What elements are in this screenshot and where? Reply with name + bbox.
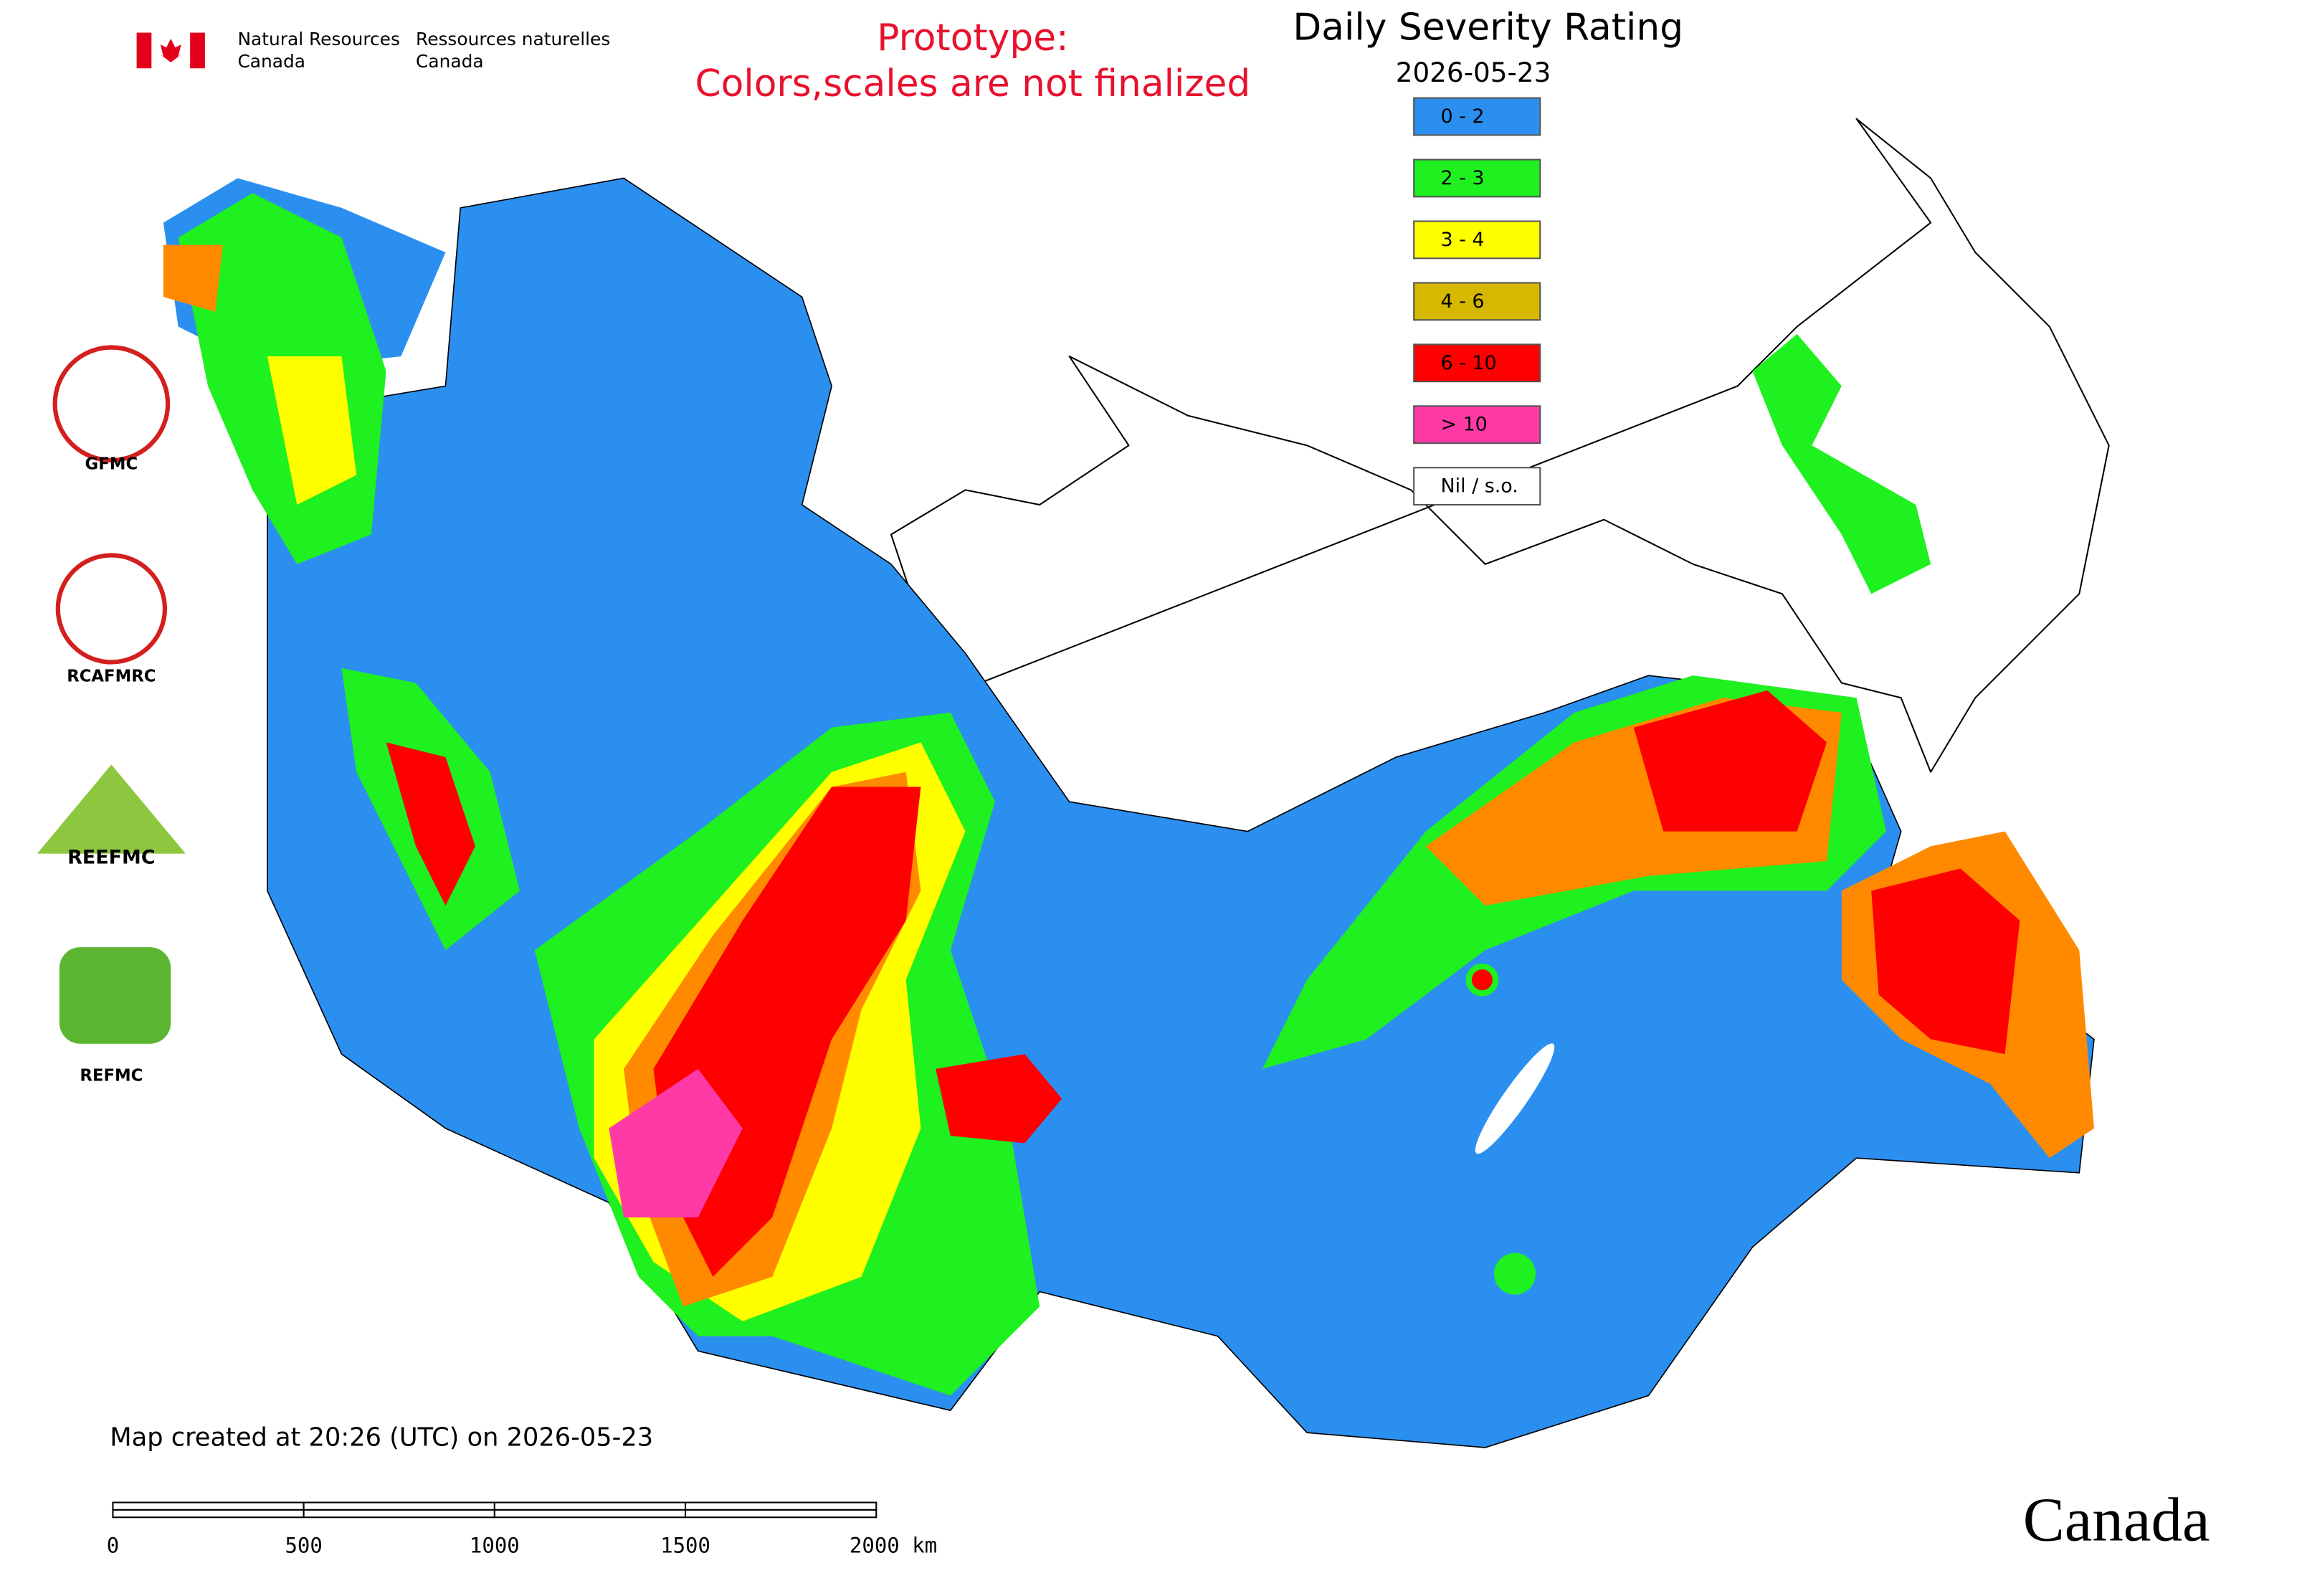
prototype-note: Prototype: [877, 16, 1068, 60]
agency-fr: Canada [416, 51, 484, 72]
legend-label: 2 - 3 [1440, 167, 1484, 189]
severity-spot [1465, 963, 1499, 997]
logos: GFMC RCAFMRC REEFMC REFMC [37, 345, 186, 1086]
map [163, 118, 2110, 1448]
legend-swatch [1413, 97, 1541, 136]
agency-en: Natural Resources [237, 29, 399, 49]
gov-header: Natural Resources Canada Ressources natu… [136, 29, 610, 72]
legend-label: 3 - 4 [1440, 229, 1484, 251]
scale-label: 2000 km [850, 1534, 937, 1558]
logo-label: REFMC [80, 1067, 143, 1086]
agency-en: Canada [237, 51, 305, 72]
scale-segment [493, 1509, 687, 1519]
scale-label: 1500 [660, 1534, 710, 1558]
severity-zone [1633, 690, 1827, 832]
created-note: Map created at 20:26 (UTC) on 2026-05-23 [110, 1423, 653, 1453]
scale-segment [112, 1509, 305, 1519]
legend-label: 0 - 2 [1440, 105, 1484, 128]
flag-bar [190, 32, 205, 69]
maple-leaf [158, 38, 183, 62]
legend-swatch [1413, 467, 1541, 506]
logo-label: GFMC [85, 455, 138, 474]
severity-zone [1871, 868, 2020, 1055]
logo-icon [59, 947, 171, 1044]
legend-swatch [1413, 282, 1541, 321]
severity-spot [1494, 1253, 1536, 1295]
legend-swatch [1413, 158, 1541, 198]
legend-swatch [1413, 405, 1541, 445]
logo-icon [55, 553, 168, 665]
scale-segment [112, 1501, 305, 1511]
canada-wordmark: Canada [2023, 1485, 2210, 1554]
severity-zone [936, 1054, 1062, 1144]
scale-label: 1000 [470, 1534, 520, 1558]
unmapped-land [890, 118, 2110, 773]
scale-label: 500 [285, 1534, 322, 1558]
scale-segment [303, 1509, 495, 1519]
scale-segment [493, 1501, 687, 1511]
legend-label: > 10 [1440, 414, 1487, 436]
severity-zone [163, 244, 223, 312]
scale-segment [303, 1501, 495, 1511]
logo-icon [37, 764, 186, 854]
severity-zone [386, 742, 475, 906]
legend-label: Nil / s.o. [1440, 475, 1518, 498]
lake-baikal [1475, 1043, 1555, 1154]
legend-swatch [1413, 343, 1541, 383]
agency-fr: Ressources naturelles [416, 29, 610, 49]
scale-label: 0 [107, 1534, 119, 1558]
severity-zone [267, 356, 357, 505]
legend: 0 - 2 2 - 3 3 - 4 4 - 6 6 - 10 > 10 Nil / s.o. [1413, 97, 1541, 506]
legend-swatch [1413, 220, 1541, 260]
flag-bar [136, 32, 152, 69]
logo-icon [52, 345, 171, 463]
logo-label: REEFMC [67, 846, 155, 868]
prototype-note: Colors,scales are not finalized [695, 62, 1251, 105]
scale-segment [685, 1509, 877, 1519]
scale-bar: 0 500 1000 1500 2000 km [107, 1501, 937, 1558]
severity-zone [1752, 333, 1931, 594]
legend-title: Daily Severity Rating [1293, 6, 1683, 49]
logo-label: RCAFMRC [67, 668, 156, 686]
legend-label: 4 - 6 [1440, 290, 1484, 313]
scale-segment [685, 1501, 877, 1511]
legend-date: 2026-05-23 [1396, 57, 1551, 88]
legend-label: 6 - 10 [1440, 352, 1496, 374]
